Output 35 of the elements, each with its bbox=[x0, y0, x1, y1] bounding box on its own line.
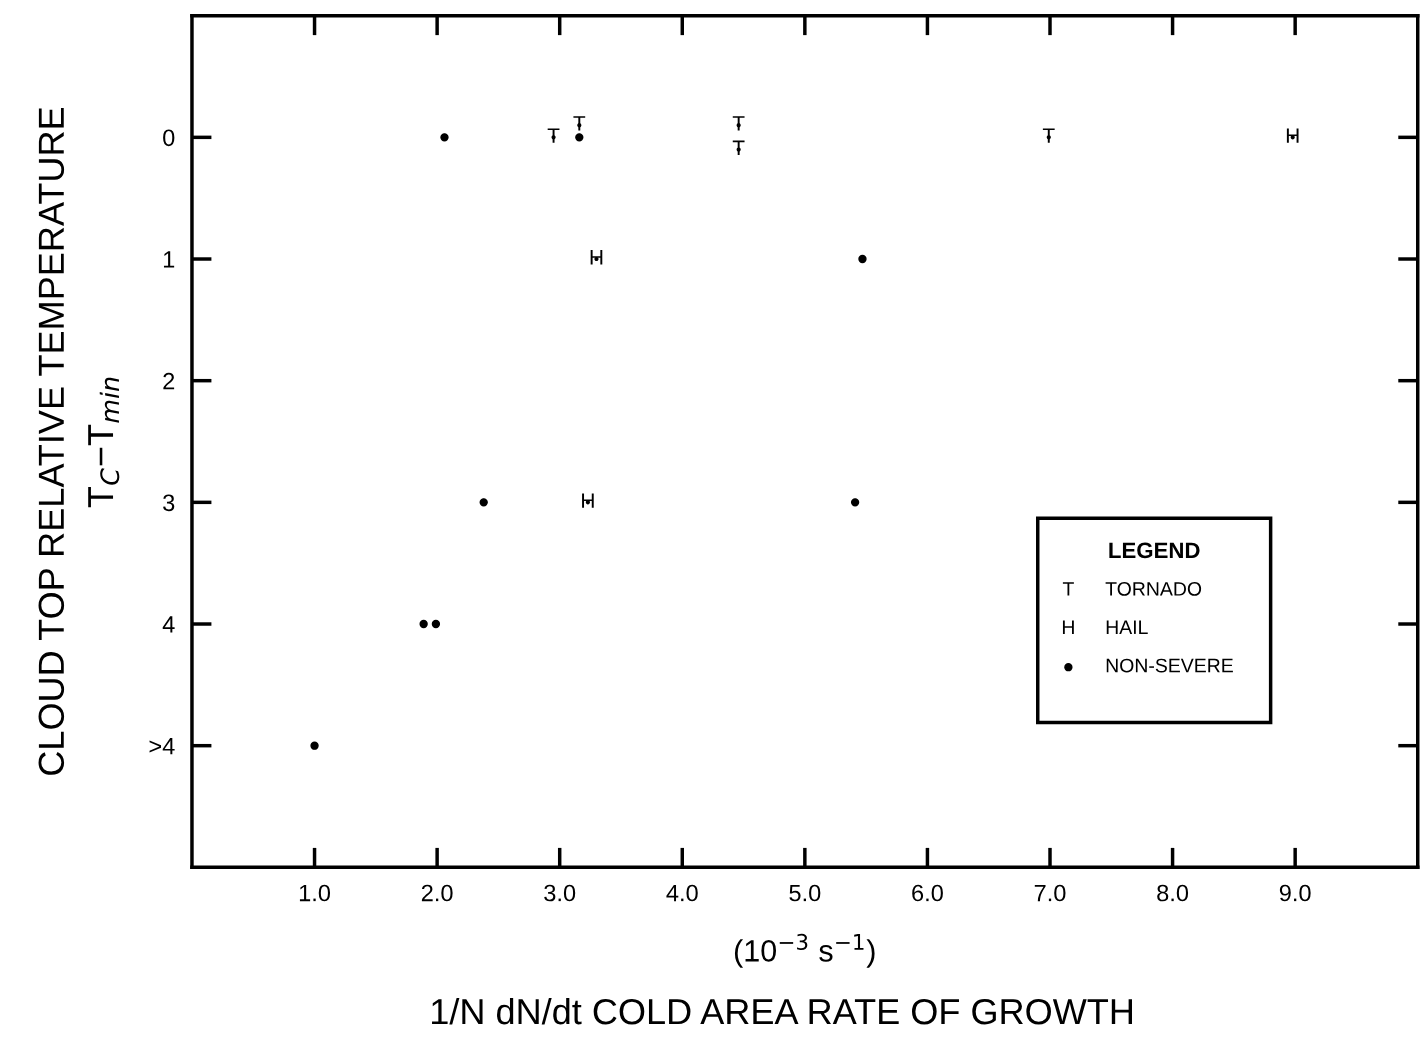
x-tick-label: 4.0 bbox=[666, 884, 698, 902]
point bbox=[575, 133, 584, 142]
text: HAIL bbox=[1106, 620, 1148, 634]
text: TORNADO bbox=[1105, 582, 1202, 596]
point bbox=[310, 741, 319, 750]
data-label: H bbox=[1286, 128, 1299, 143]
text: 1/N dN/dt COLD AREA RATE OF GROWTH bbox=[432, 997, 1132, 1025]
point bbox=[858, 254, 867, 264]
y-axis-title: CLOUD TOP RELATIVE TEMPERATURE T$_{C}$−T$_{min}$ bbox=[38, 107, 120, 775]
data-label: H bbox=[582, 493, 594, 508]
y-tick-label: >4 bbox=[149, 737, 175, 755]
point bbox=[431, 619, 441, 629]
text: H bbox=[1062, 620, 1074, 634]
y-tick-label: 1 bbox=[163, 251, 175, 268]
x-tick-label: 1.0 bbox=[299, 884, 331, 902]
point bbox=[440, 133, 449, 142]
data-label: H bbox=[590, 250, 603, 265]
y-tick-label: 0 bbox=[163, 129, 175, 147]
text: T bbox=[1062, 582, 1074, 596]
legend-label: NON-SEVERE bbox=[1106, 658, 1233, 673]
x-tick-label: 8.0 bbox=[1157, 884, 1189, 902]
x-tick-label: 2.0 bbox=[421, 884, 453, 902]
x-axis-title: (10$^{−3}$ s$^{−1}$) bbox=[734, 933, 875, 968]
y-tick-label: 4 bbox=[162, 616, 175, 633]
x-tick-label: 7.0 bbox=[1034, 884, 1066, 902]
y-tick-label: 2 bbox=[163, 372, 175, 390]
y-tick-label: 3 bbox=[163, 494, 175, 512]
point bbox=[850, 498, 860, 507]
x-tick-label: 5.0 bbox=[789, 884, 821, 902]
legend-title: LEGEND bbox=[1109, 542, 1200, 559]
point bbox=[479, 498, 488, 507]
x-tick-label: 6.0 bbox=[912, 884, 943, 902]
x-tick-label: 9.0 bbox=[1279, 884, 1311, 902]
x-tick-label: 3.0 bbox=[544, 884, 576, 902]
point bbox=[419, 619, 428, 629]
